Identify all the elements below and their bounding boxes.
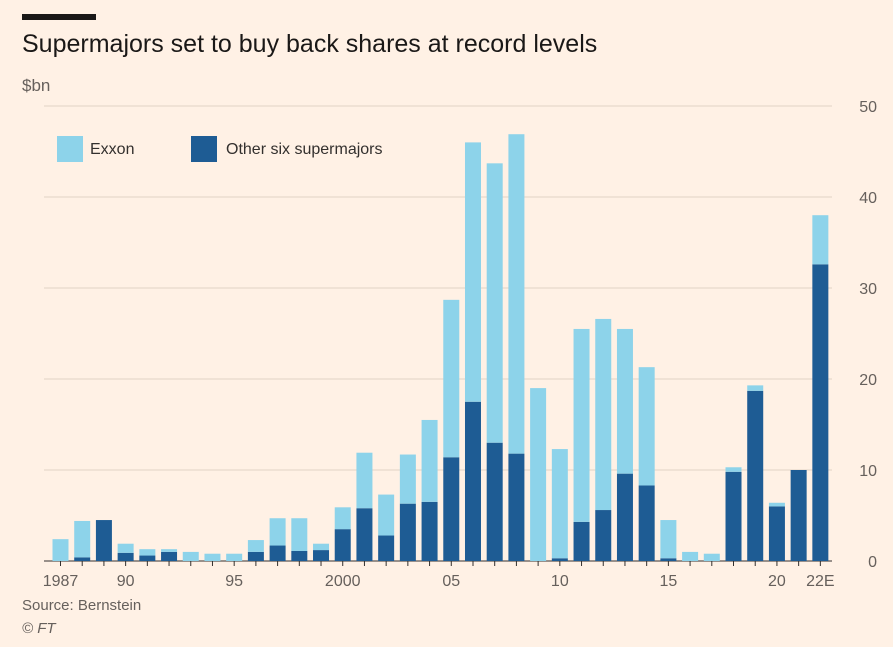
y-axis-unit: $bn [22,76,51,95]
bar-other-supermajors [356,508,373,561]
bar-exxon [768,502,785,507]
bar-exxon [291,518,308,551]
bar-other-supermajors [399,503,416,561]
bar-other-supermajors [573,521,590,561]
bar-exxon [660,520,677,559]
bar-other-supermajors [139,555,156,561]
bar-exxon [530,388,547,561]
y-tick-label: 10 [859,463,877,480]
bar-other-supermajors [747,390,764,561]
bar-exxon [747,385,764,391]
bar-exxon [226,553,243,561]
bar-other-supermajors [616,473,633,561]
bar-exxon [161,549,178,552]
bar-exxon [638,367,655,486]
bar-exxon [486,163,503,443]
y-tick-label: 20 [859,372,877,389]
bar-exxon [682,551,699,561]
bar-other-supermajors [443,457,460,561]
bar-exxon [616,328,633,474]
x-tick-label: 22E [806,573,834,590]
bar-exxon [421,419,438,502]
bar-exxon [117,543,134,553]
bar-other-supermajors [790,470,807,561]
bar-other-supermajors [595,510,612,561]
bar-other-supermajors [247,551,264,561]
legend-label-others: Other six supermajors [226,141,383,158]
bar-other-supermajors [334,529,351,561]
bar-other-supermajors [812,264,829,561]
bar-exxon [725,467,742,472]
y-tick-label: 50 [859,99,877,116]
bar-other-supermajors [725,471,742,561]
brand-rule [22,14,96,20]
x-tick-label: 05 [442,573,460,590]
bar-exxon [139,549,156,556]
bar-exxon [378,494,395,536]
bar-exxon [551,449,568,559]
bar-other-supermajors [508,453,525,561]
x-tick-label: 90 [117,573,135,590]
legend-label-exxon: Exxon [90,141,134,158]
bar-other-supermajors [269,545,286,561]
bar-exxon [356,452,373,509]
bar-other-supermajors [660,558,677,561]
x-tick-label: 15 [659,573,677,590]
x-tick-label: 20 [768,573,786,590]
bar-other-supermajors [74,557,91,561]
bar-exxon [269,518,286,546]
bar-other-supermajors [421,501,438,561]
chart-title: Supermajors set to buy back shares at re… [22,30,598,58]
bar-exxon [74,520,91,558]
bar-exxon [703,553,720,561]
legend-swatch-exxon [57,136,83,162]
bar-other-supermajors [291,550,308,561]
bar-exxon [399,454,416,504]
bar-other-supermajors [313,550,330,561]
bar-exxon [812,215,829,265]
bar-other-supermajors [378,535,395,561]
bar-exxon [52,539,69,561]
bar-exxon [464,142,481,402]
y-tick-label: 0 [868,554,877,571]
bar-other-supermajors [768,506,785,561]
bar-exxon [182,551,199,561]
bar-other-supermajors [551,558,568,561]
bar-other-supermajors [117,552,134,561]
bar-exxon [573,328,590,522]
source-note: Source: Bernstein [22,597,142,614]
copyright-note: © FT [22,620,56,637]
x-tick-label: 2000 [325,573,361,590]
bar-exxon [595,318,612,511]
bar-exxon [334,507,351,530]
bar-other-supermajors [161,551,178,561]
bar-exxon [508,134,525,454]
legend-swatch-others [191,136,217,162]
bar-exxon [443,299,460,458]
y-tick-label: 30 [859,281,877,298]
x-tick-label: 1987 [43,573,79,590]
bar-exxon [204,553,221,561]
bar-other-supermajors [486,442,503,561]
x-tick-label: 10 [551,573,569,590]
bar-exxon [313,543,330,551]
bar-other-supermajors [95,520,112,561]
y-tick-label: 40 [859,190,877,207]
bar-exxon [247,540,264,552]
x-tick-label: 95 [225,573,243,590]
bar-other-supermajors [464,401,481,561]
bar-other-supermajors [638,485,655,561]
